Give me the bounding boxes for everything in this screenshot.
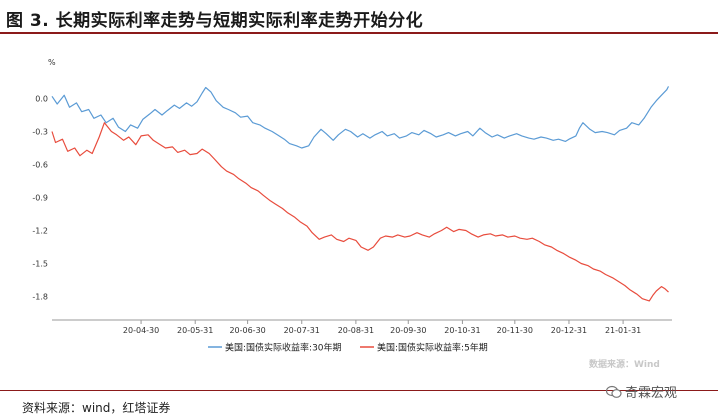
x-axis: 20-04-30 20-05-31 20-06-30 20-07-31 20-08-31… (52, 319, 672, 335)
x-tick-label: 20-06-30 (229, 326, 265, 335)
x-tick-label: 20-04-30 (123, 326, 159, 335)
data-source-watermark: 数据来源：Wind (589, 360, 660, 370)
brand-badge: 奇霖宏观 (606, 382, 677, 401)
brand-name: 奇霖宏观 (625, 386, 678, 401)
y-axis-unit: % (48, 58, 56, 67)
series-line-1 (51, 86, 670, 149)
series-line-2 (51, 122, 669, 302)
y-tick-label: -0.3 (32, 128, 48, 137)
wechat-icon (606, 385, 622, 398)
source-note: 资料来源：wind，红塔证券 (22, 401, 171, 415)
y-tick-label: 0.0 (35, 95, 48, 104)
legend-label-1: 美国:国债实际收益率:30年期 (225, 342, 342, 354)
x-tick-label: 20-05-31 (177, 326, 213, 335)
y-tick-label: -1.8 (32, 293, 48, 302)
y-tick-label: -1.2 (32, 227, 48, 236)
y-tick-label: -1.5 (32, 260, 48, 269)
y-tick-label: -0.9 (32, 194, 48, 203)
x-tick-label: 20-09-30 (390, 326, 426, 335)
figure-title: 图 3. 长期实际利率走势与短期实际利率走势开始分化 (6, 11, 424, 31)
x-tick-label: 21-01-31 (605, 326, 641, 335)
x-tick-label: 20-11-30 (497, 326, 533, 335)
legend-label-2: 美国:国债实际收益率:5年期 (377, 342, 488, 354)
x-tick-label: 20-07-31 (284, 326, 320, 335)
series-layer (51, 86, 670, 302)
x-tick-label: 20-10-31 (444, 326, 480, 335)
x-tick-label: 20-08-31 (338, 326, 374, 335)
y-tick-layer: 0.0 -0.3 -0.6 -0.9 -1.2 -1.5 -1.8 (32, 95, 48, 302)
y-tick-label: -0.6 (32, 161, 48, 170)
x-tick-label: 20-12-31 (551, 326, 587, 335)
legend: 美国:国债实际收益率:30年期 美国:国债实际收益率:5年期 (208, 342, 488, 354)
title-rule (0, 32, 718, 34)
footer-rule (0, 390, 718, 391)
